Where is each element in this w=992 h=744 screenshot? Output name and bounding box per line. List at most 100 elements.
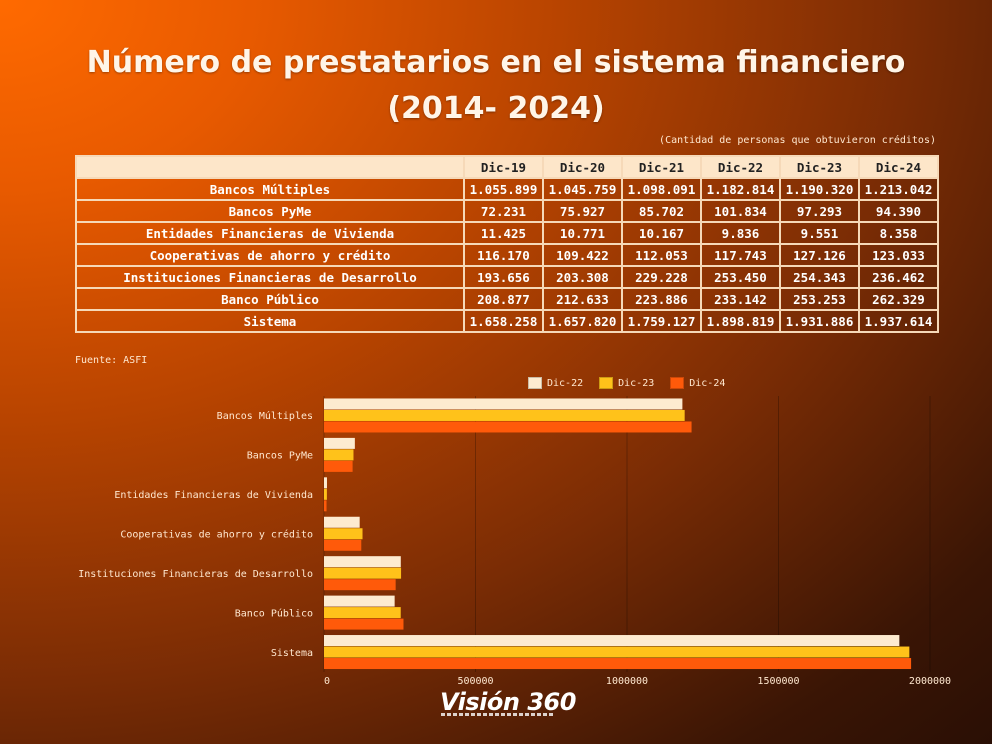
bar (324, 437, 355, 449)
bar (324, 556, 401, 568)
table-row: Cooperativas de ahorro y crédito 116.170 1… (75, 243, 939, 267)
bar (324, 398, 683, 410)
legend-label: Dic-23 (618, 377, 655, 389)
row-label: Cooperativas de ahorro y crédito (75, 243, 465, 267)
legend-item: Dic-22 (528, 377, 583, 389)
table-cell: 229.228 (621, 265, 702, 289)
bar (324, 579, 396, 591)
table-cell: 11.425 (463, 221, 544, 245)
table-cell: 1.898.819 (700, 309, 781, 333)
table-cell: 1.045.759 (542, 177, 623, 201)
table-subtitle: (Cantidad de personas que obtuvieron cré… (659, 135, 936, 146)
title-line-1: Número de prestatarios en el sistema fin… (86, 45, 906, 80)
table-cell: 1.658.258 (463, 309, 544, 333)
column-header: Dic-21 (621, 155, 702, 179)
x-tick-label: 0 (324, 676, 330, 687)
row-label: Entidades Financieras de Vivienda (75, 221, 465, 245)
bar (324, 488, 327, 500)
bar (324, 618, 404, 630)
table-cell: 236.462 (858, 265, 939, 289)
table-cell: 97.293 (779, 199, 860, 223)
table-row: Instituciones Financieras de Desarrollo 1… (75, 265, 939, 289)
bar (324, 539, 362, 551)
table-row: Sistema 1.658.258 1.657.820 1.759.127 1.898.… (75, 309, 939, 333)
table-cell: 1.657.820 (542, 309, 623, 333)
column-header: Dic-22 (700, 155, 781, 179)
y-category-label: Bancos Múltiples (217, 410, 313, 422)
source-note: Fuente: ASFI (75, 355, 148, 366)
table-cell: 1.055.899 (463, 177, 544, 201)
legend-label: Dic-22 (547, 377, 584, 389)
header-blank (75, 155, 465, 179)
x-tick-label: 500000 (457, 676, 493, 687)
page-title: Número de prestatarios en el sistema fin… (0, 40, 992, 132)
table-cell: 254.343 (779, 265, 860, 289)
legend-item: Dic-24 (670, 377, 725, 389)
table-cell: 112.053 (621, 243, 702, 267)
x-tick-label: 1000000 (606, 676, 648, 687)
table-cell: 8.358 (858, 221, 939, 245)
title-line-2: (2014- 2024) (387, 91, 605, 126)
table-cell: 262.329 (858, 287, 939, 311)
chart-legend: Dic-22 Dic-23 Dic-24 (528, 377, 725, 389)
logo-underline (441, 713, 553, 716)
legend-item: Dic-23 (599, 377, 654, 389)
table-cell: 10.167 (621, 221, 702, 245)
bar (324, 646, 910, 658)
table-cell: 116.170 (463, 243, 544, 267)
bar (324, 516, 360, 528)
table-cell: 1.190.320 (779, 177, 860, 201)
table-cell: 94.390 (858, 199, 939, 223)
table-cell: 1.098.091 (621, 177, 702, 201)
bar (324, 635, 900, 647)
table-cell: 1.937.614 (858, 309, 939, 333)
row-label: Bancos PyMe (75, 199, 465, 223)
column-header: Dic-24 (858, 155, 939, 179)
table-row: Bancos PyMe 72.231 75.927 85.702 101.834 97.2… (75, 199, 939, 223)
table-cell: 85.702 (621, 199, 702, 223)
table-cell: 109.422 (542, 243, 623, 267)
y-category-label: Entidades Financieras de Vivienda (114, 490, 313, 501)
column-header: Dic-19 (463, 155, 544, 179)
bar (324, 567, 402, 579)
column-header: Dic-23 (779, 155, 860, 179)
table-row: Bancos Múltiples 1.055.899 1.045.759 1.098.… (75, 177, 939, 201)
x-tick-label: 2000000 (909, 676, 951, 687)
table-row: Banco Público 208.877 212.633 223.886 233.14… (75, 287, 939, 311)
bar (324, 477, 327, 489)
table-cell: 208.877 (463, 287, 544, 311)
table-cell: 9.551 (779, 221, 860, 245)
table-row: Entidades Financieras de Vivienda 11.425 1… (75, 221, 939, 245)
table-cell: 233.142 (700, 287, 781, 311)
legend-label: Dic-24 (689, 377, 726, 389)
row-label: Bancos Múltiples (75, 177, 465, 201)
brand-logo: Visión 360 (440, 688, 576, 716)
table-cell: 193.656 (463, 265, 544, 289)
y-category-label: Bancos PyMe (247, 451, 313, 462)
row-label: Sistema (75, 309, 465, 333)
bar (324, 449, 354, 461)
table-cell: 117.743 (700, 243, 781, 267)
y-category-label: Cooperativas de ahorro y crédito (120, 529, 313, 541)
table-cell: 9.836 (700, 221, 781, 245)
x-tick-label: 1500000 (757, 676, 799, 687)
y-category-label: Sistema (271, 648, 313, 659)
y-category-label: Instituciones Financieras de Desarrollo (78, 569, 313, 580)
table-cell: 203.308 (542, 265, 623, 289)
table-cell: 75.927 (542, 199, 623, 223)
bar (324, 528, 363, 540)
table-cell: 101.834 (700, 199, 781, 223)
table-cell: 127.126 (779, 243, 860, 267)
table-cell: 1.213.042 (858, 177, 939, 201)
legend-swatch (670, 377, 685, 389)
table-cell: 1.182.814 (700, 177, 781, 201)
table-cell: 72.231 (463, 199, 544, 223)
bar (324, 595, 395, 607)
table-cell: 10.771 (542, 221, 623, 245)
table-cell: 1.931.886 (779, 309, 860, 333)
bar (324, 658, 912, 670)
bar (324, 409, 685, 421)
table-cell: 253.253 (779, 287, 860, 311)
bar (324, 500, 327, 512)
